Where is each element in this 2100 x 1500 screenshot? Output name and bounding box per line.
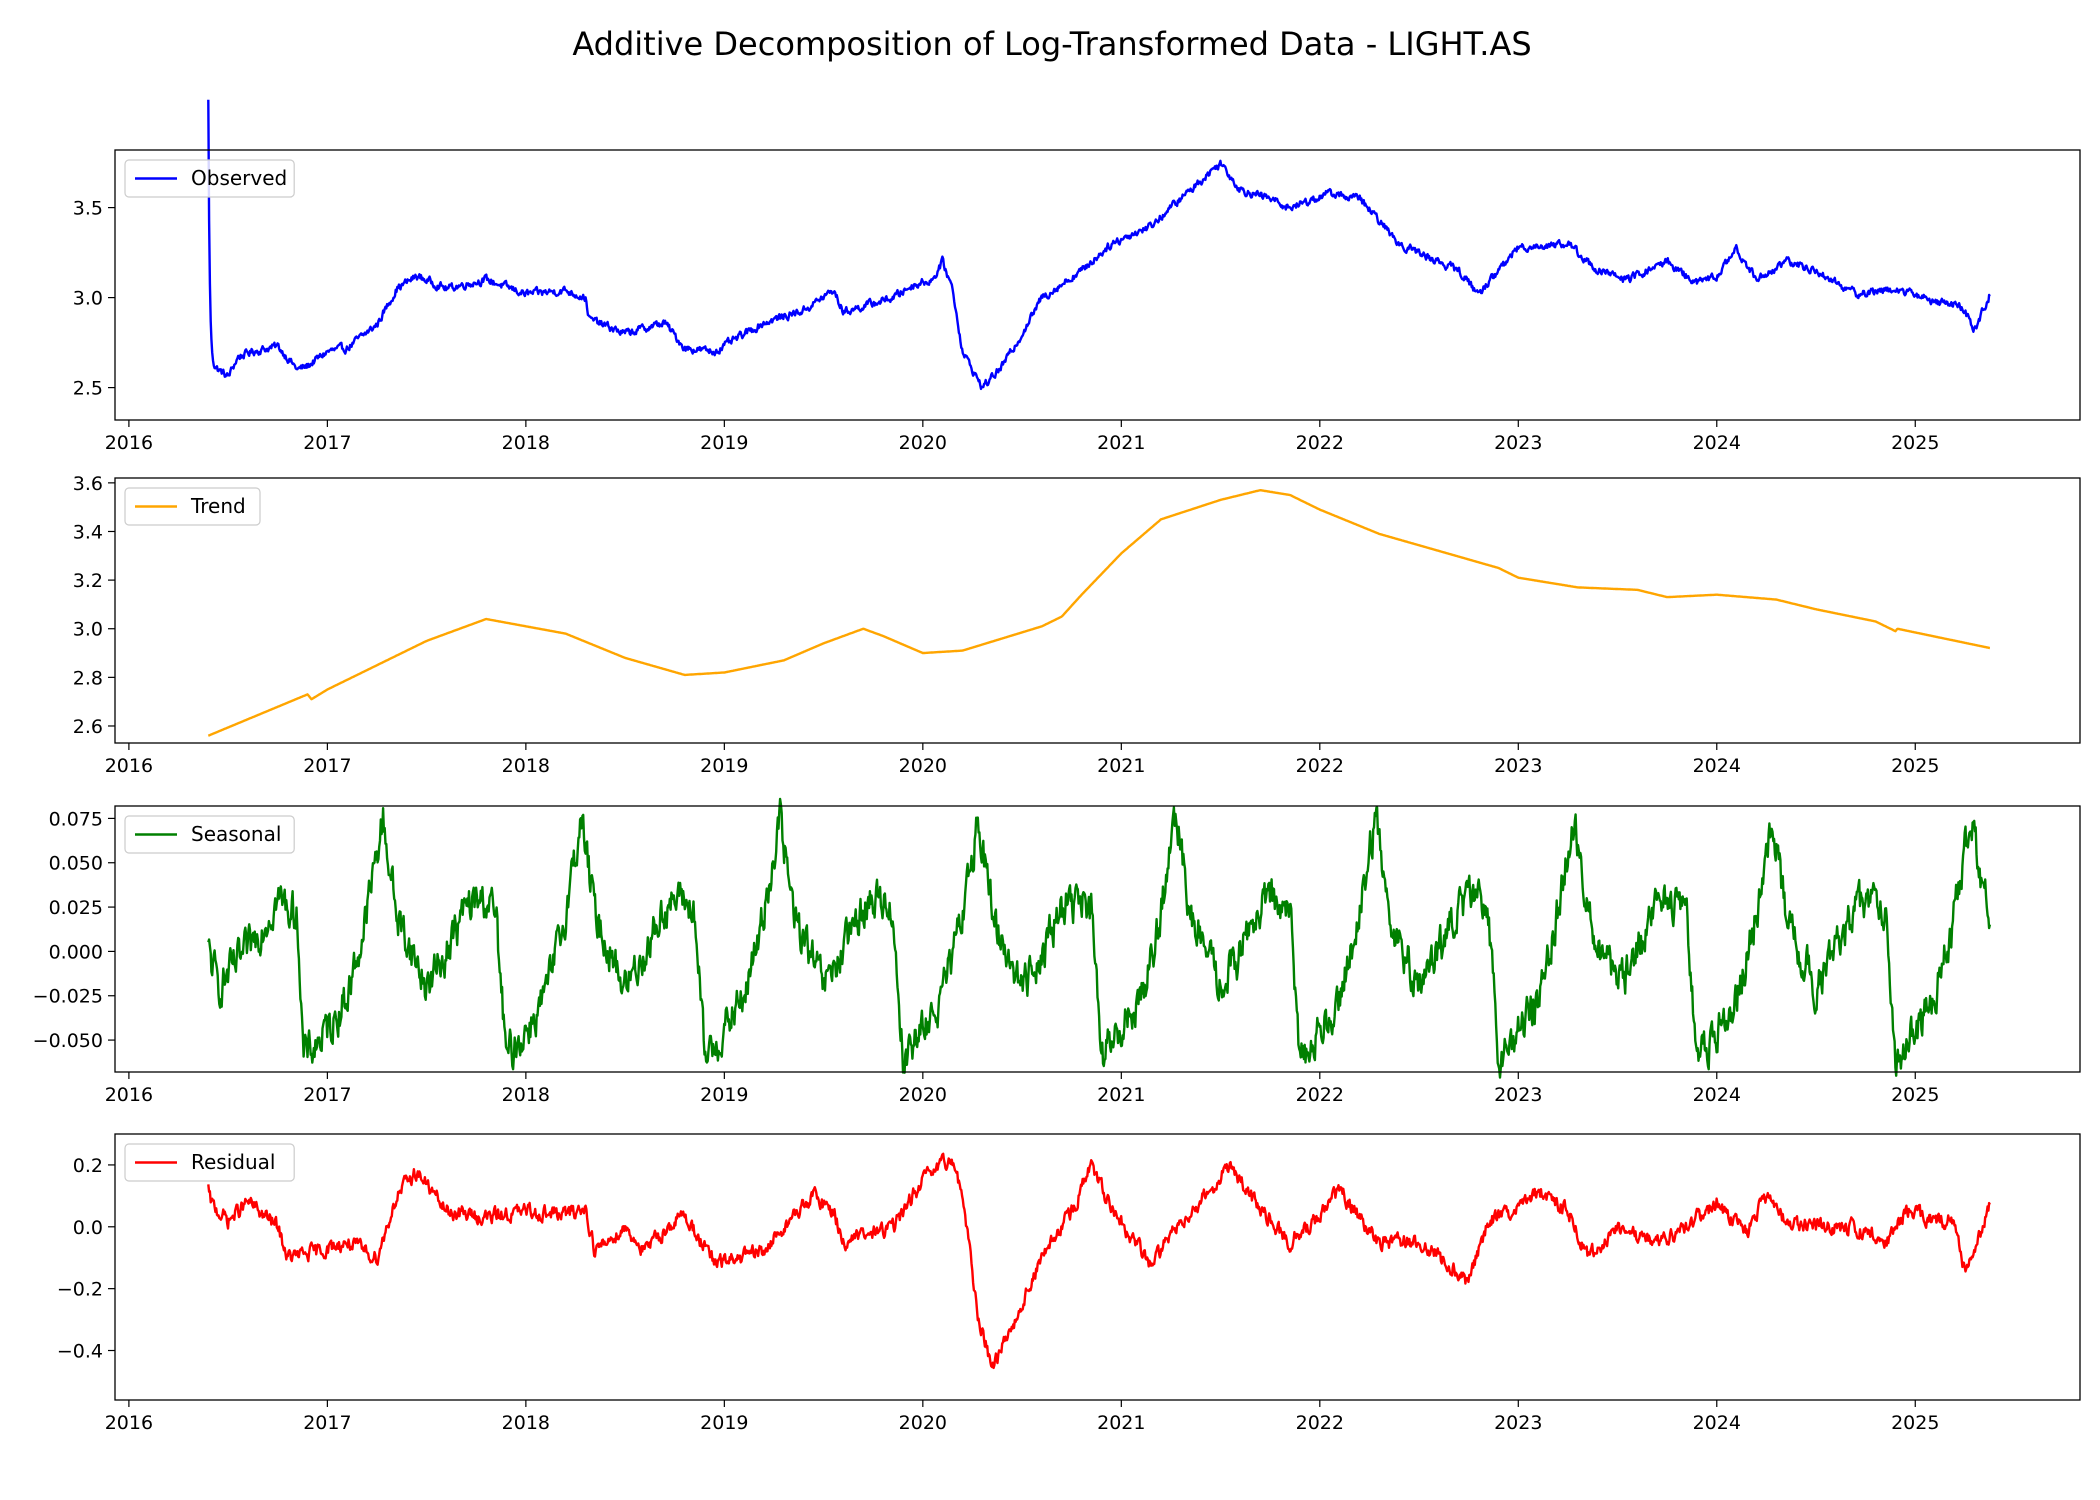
- observed-legend-label: Observed: [191, 166, 287, 190]
- seasonal-x-tick-label: 2024: [1693, 1084, 1741, 1106]
- residual-panel: 2016 2017 2018 2019 2020 2021 2022 2023 2024 2025…: [57, 1133, 2081, 1434]
- seasonal-x-tick-label: 2017: [303, 1084, 351, 1106]
- trend-legend-box: [124, 487, 261, 526]
- observed-panel: 2016 2017 2018 2019 2020 2021 2022 2023 2024 2025…: [73, 99, 2081, 454]
- trend-y-tick-label: 3.2: [73, 570, 103, 592]
- seasonal-x-tick-label: 2018: [502, 1084, 550, 1106]
- trend-x-tick-label: 2024: [1693, 755, 1741, 777]
- residual-legend-box: [124, 1143, 295, 1182]
- observed-y-tick-label: 3.5: [73, 198, 103, 220]
- observed-legend: Observed: [124, 159, 295, 198]
- seasonal-legend: Seasonal: [124, 815, 295, 854]
- observed-y-tick-label: 2.5: [73, 378, 103, 400]
- trend-x-tick-label: 2019: [700, 755, 748, 777]
- figure-title: Additive Decomposition of Log-Transforme…: [572, 25, 1531, 63]
- observed-x-tick-label: 2024: [1693, 432, 1741, 454]
- trend-x-tick-label: 2022: [1296, 755, 1344, 777]
- residual-y-tick-label: 0.2: [73, 1155, 103, 1177]
- seasonal-y-tick-label: 0.000: [49, 941, 103, 963]
- seasonal-legend-box: [124, 815, 295, 854]
- residual-x-tick-label: 2018: [502, 1412, 550, 1434]
- seasonal-x-tick-label: 2022: [1296, 1084, 1344, 1106]
- observed-x-tick-label: 2020: [899, 432, 947, 454]
- residual-y-tick-label: 0.0: [73, 1217, 103, 1239]
- trend-x-tick-label: 2023: [1494, 755, 1542, 777]
- seasonal-x-tick-label: 2025: [1891, 1084, 1939, 1106]
- residual-x-tick-label: 2024: [1693, 1412, 1741, 1434]
- observed-x-tick-label: 2019: [700, 432, 748, 454]
- subplot-panels: 2016 2017 2018 2019 2020 2021 2022 2023 2024 2025…: [33, 99, 2081, 1434]
- residual-x-tick-label: 2021: [1097, 1412, 1145, 1434]
- seasonal-x-tick-label: 2019: [700, 1084, 748, 1106]
- seasonal-y-tick-label: −0.025: [33, 986, 103, 1008]
- trend-y-tick-label: 3.0: [73, 619, 103, 641]
- observed-x-tick-label: 2023: [1494, 432, 1542, 454]
- trend-x-tick-label: 2017: [303, 755, 351, 777]
- observed-x-tick-label: 2021: [1097, 432, 1145, 454]
- seasonal-x-tick-label: 2021: [1097, 1084, 1145, 1106]
- seasonal-y-tick-label: 0.025: [49, 897, 103, 919]
- trend-x-tick-label: 2018: [502, 755, 550, 777]
- observed-series-line: [207, 99, 1991, 391]
- observed-x-tick-label: 2022: [1296, 432, 1344, 454]
- seasonal-y-tick-label: −0.050: [33, 1030, 103, 1052]
- residual-x-tick-label: 2016: [105, 1412, 153, 1434]
- residual-axes-frame: [114, 1133, 2081, 1401]
- trend-x-tick-label: 2021: [1097, 755, 1145, 777]
- residual-x-tick-label: 2023: [1494, 1412, 1542, 1434]
- trend-x-tick-label: 2025: [1891, 755, 1939, 777]
- residual-x-tick-label: 2017: [303, 1412, 351, 1434]
- seasonal-x-tick-label: 2020: [899, 1084, 947, 1106]
- observed-x-tick-label: 2017: [303, 432, 351, 454]
- residual-x-tick-label: 2025: [1891, 1412, 1939, 1434]
- residual-x-tick-label: 2022: [1296, 1412, 1344, 1434]
- trend-x-tick-label: 2020: [899, 755, 947, 777]
- seasonal-axes-frame: [114, 805, 2081, 1073]
- observed-y-tick-label: 3.0: [73, 288, 103, 310]
- trend-legend-label: Trend: [190, 494, 246, 518]
- residual-x-tick-label: 2020: [899, 1412, 947, 1434]
- trend-axes-frame: [114, 477, 2081, 744]
- observed-x-tick-label: 2025: [1891, 432, 1939, 454]
- observed-x-tick-label: 2016: [105, 432, 153, 454]
- residual-legend-label: Residual: [191, 1150, 275, 1174]
- residual-y-tick-label: −0.2: [57, 1279, 103, 1301]
- residual-legend: Residual: [124, 1143, 295, 1182]
- residual-x-tick-label: 2019: [700, 1412, 748, 1434]
- seasonal-series-line: [207, 797, 1992, 1079]
- observed-legend-box: [124, 159, 295, 198]
- trend-y-tick-label: 3.6: [73, 473, 103, 495]
- residual-y-tick-label: −0.4: [57, 1341, 103, 1363]
- trend-legend: Trend: [124, 487, 261, 526]
- trend-panel: 2016 2017 2018 2019 2020 2021 2022 2023 2024 2025…: [73, 473, 2081, 777]
- trend-y-tick-label: 3.4: [73, 521, 103, 543]
- residual-series-line: [207, 1152, 1991, 1370]
- seasonal-y-tick-label: 0.075: [49, 808, 103, 830]
- seasonal-panel: 2016 2017 2018 2019 2020 2021 2022 2023 2024 2025…: [33, 797, 2081, 1106]
- seasonal-y-tick-label: 0.050: [49, 853, 103, 875]
- trend-x-tick-label: 2016: [105, 755, 153, 777]
- observed-x-tick-label: 2018: [502, 432, 550, 454]
- seasonal-x-tick-label: 2016: [105, 1084, 153, 1106]
- seasonal-x-tick-label: 2023: [1494, 1084, 1542, 1106]
- trend-y-tick-label: 2.8: [73, 667, 103, 689]
- seasonal-legend-label: Seasonal: [191, 822, 281, 846]
- observed-axes-frame: [114, 149, 2081, 421]
- trend-y-tick-label: 2.6: [73, 716, 103, 738]
- trend-series-line: [207, 489, 1991, 737]
